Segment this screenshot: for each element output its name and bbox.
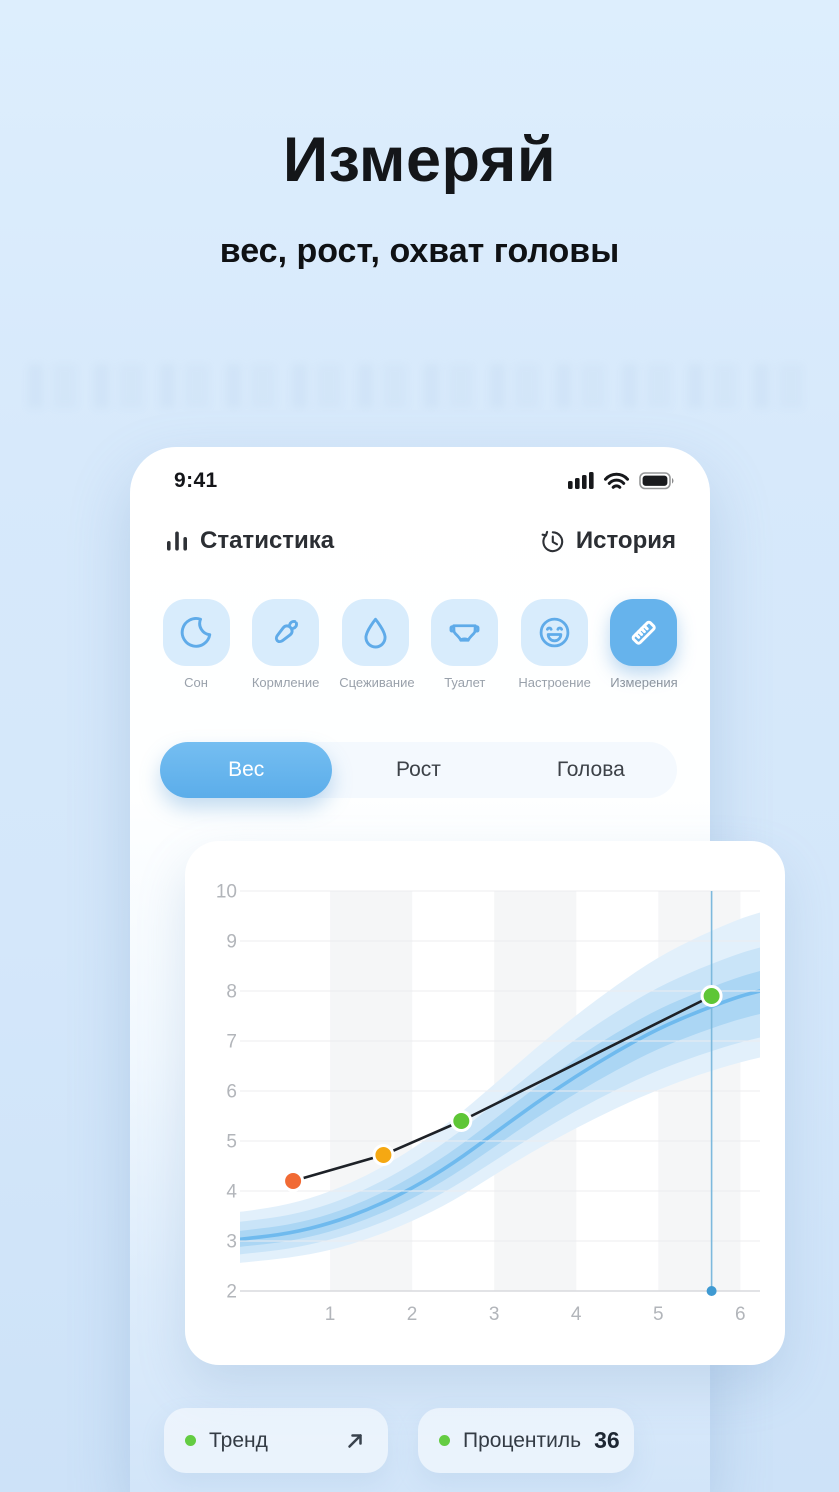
percentile-value: 36	[594, 1427, 620, 1453]
category-measurements[interactable]: Измерения	[608, 599, 680, 690]
trend-button[interactable]: Тренд	[164, 1408, 388, 1473]
battery-full-icon	[639, 472, 674, 490]
laughing-face-icon	[539, 617, 570, 648]
category-label: Кормление	[251, 675, 320, 690]
growth-percentile-chart[interactable]: 2 3 4 5 6 7 8 9 10 1 2 3 4 5 6	[185, 841, 785, 1365]
trend-label: Тренд	[209, 1428, 268, 1452]
percentile-button[interactable]: Процентиль 36	[418, 1408, 634, 1473]
arrow-up-right-icon	[348, 1433, 362, 1448]
category-label: Сцеживание	[339, 675, 415, 690]
svg-text:1: 1	[325, 1304, 336, 1325]
tab-weight[interactable]: Вес	[160, 742, 333, 798]
svg-text:6: 6	[226, 1082, 237, 1103]
category-mood[interactable]: Настроение	[518, 599, 591, 690]
ruler-icon	[632, 620, 657, 645]
percentile-status-dot	[439, 1435, 450, 1446]
svg-text:5: 5	[226, 1132, 237, 1153]
svg-text:7: 7	[226, 1032, 237, 1053]
tab-label: Вес	[228, 758, 265, 781]
chart-card: 2 3 4 5 6 7 8 9 10 1 2 3 4 5 6	[185, 841, 785, 1365]
svg-text:2: 2	[226, 1282, 237, 1303]
status-bar: 9:41	[174, 466, 676, 496]
svg-text:5: 5	[653, 1304, 664, 1325]
tab-height[interactable]: Рост	[332, 742, 504, 798]
svg-text:3: 3	[489, 1304, 500, 1325]
history-button[interactable]: История	[539, 527, 676, 555]
category-label: Сон	[184, 675, 208, 690]
wifi-icon	[604, 472, 629, 489]
tab-head[interactable]: Голова	[505, 742, 677, 798]
category-label: Измерения	[610, 675, 678, 690]
water-drop-icon	[364, 617, 387, 649]
tab-label: Голова	[556, 758, 625, 781]
page-subtitle: вес, рост, охват головы	[219, 232, 620, 270]
measure-tabs: Вес Рост Голова	[160, 742, 677, 798]
screen-title: Статистика	[200, 527, 335, 554]
status-icons	[568, 472, 674, 490]
svg-text:2: 2	[407, 1304, 418, 1325]
svg-text:9: 9	[226, 932, 237, 953]
history-label: История	[575, 527, 676, 554]
page-title: Измеряй	[282, 125, 557, 195]
carrot-icon	[275, 620, 299, 644]
diaper-icon	[449, 624, 480, 642]
category-label: Туалет	[444, 675, 486, 690]
category-pumping[interactable]: Сцеживание	[339, 599, 415, 690]
screen-title-group: Статистика	[164, 527, 334, 555]
category-row: Сон Кормление Сцеживание	[160, 599, 680, 690]
history-clock-icon	[541, 530, 564, 552]
svg-text:10: 10	[216, 882, 237, 903]
moon-icon	[180, 617, 211, 648]
category-diaper[interactable]: Туалет	[429, 599, 501, 690]
category-feeding[interactable]: Кормление	[250, 599, 322, 690]
trend-status-dot	[185, 1435, 196, 1446]
bar-chart-icon	[167, 531, 187, 551]
svg-text:6: 6	[735, 1304, 746, 1325]
status-time: 9:41	[174, 469, 218, 492]
cellular-signal-icon	[568, 472, 594, 489]
svg-text:4: 4	[571, 1304, 582, 1325]
svg-text:3: 3	[226, 1232, 237, 1253]
background-ghost-text	[28, 364, 811, 408]
tab-label: Рост	[396, 758, 441, 781]
category-label: Настроение	[518, 675, 591, 690]
svg-text:8: 8	[226, 982, 237, 1003]
app-header: Статистика История	[164, 524, 676, 558]
category-sleep[interactable]: Сон	[160, 599, 232, 690]
percentile-label: Процентиль	[463, 1428, 582, 1452]
svg-text:4: 4	[226, 1182, 237, 1203]
